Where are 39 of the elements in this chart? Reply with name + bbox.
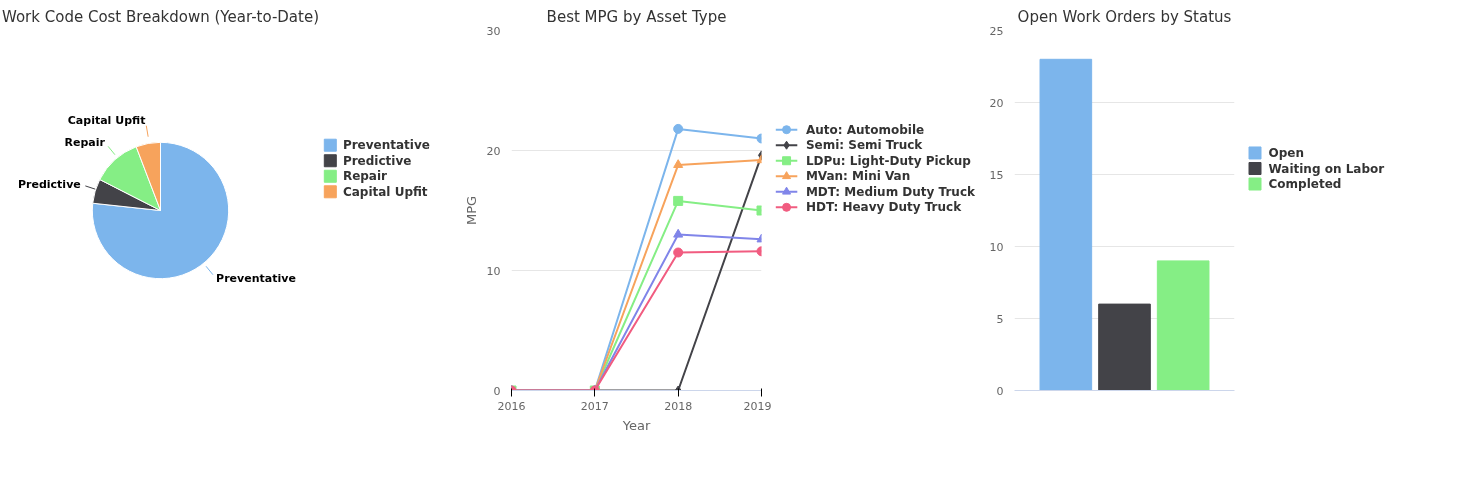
legend-label: Capital Upfit [342,184,428,199]
legend-label: Auto: Automobile [805,122,925,137]
legend-label: Open [1268,145,1304,160]
legend-label: Waiting on Labor [1268,161,1385,176]
slice-label: Preventative [216,272,296,286]
x-tick-label: 2018 [664,399,693,413]
y-tick-label: 0 [996,384,1004,398]
legend-label: Semi: Semi Truck [805,138,924,153]
bar [1156,260,1210,391]
y-tick-label: 30 [486,24,501,38]
y-axis-title: MPG [463,195,479,226]
y-tick-label: 10 [989,240,1004,254]
y-tick-label: 0 [493,384,501,398]
x-tick-label: 2019 [743,399,772,413]
legend-label: Completed [1268,177,1342,192]
chart-title: Work Code Cost Breakdown (Year-to-Date) [1,7,320,26]
y-tick-label: 10 [486,264,501,278]
y-tick-label: 20 [486,144,501,158]
slice-label: Predictive [18,177,81,191]
legend-label: HDT: Heavy Duty Truck [805,200,963,215]
y-tick-label: 15 [989,168,1004,182]
y-tick-label: 25 [989,24,1004,38]
slice-label: Repair [64,135,106,149]
legend-label: MVan: Mini Van [805,169,911,184]
chart-title: Best MPG by Asset Type [546,7,727,26]
chart-title: Open Work Orders by Status [1017,7,1232,26]
y-tick-label: 20 [989,96,1004,110]
legend-label: Predictive [342,153,412,168]
bar [1098,303,1151,391]
slice-label: Capital Upfit [67,114,146,128]
legend-label: LDPu: Light-Duty Pickup [805,153,972,168]
legend-label: Repair [342,169,388,184]
y-tick-label: 5 [996,312,1004,326]
x-axis-title: Year [621,417,651,433]
x-tick-label: 2017 [580,399,609,413]
bar [1039,58,1093,391]
x-tick-label: 2016 [497,399,526,413]
legend-label: Preventative [342,138,430,153]
legend-label: MDT: Medium Duty Truck [805,184,976,199]
